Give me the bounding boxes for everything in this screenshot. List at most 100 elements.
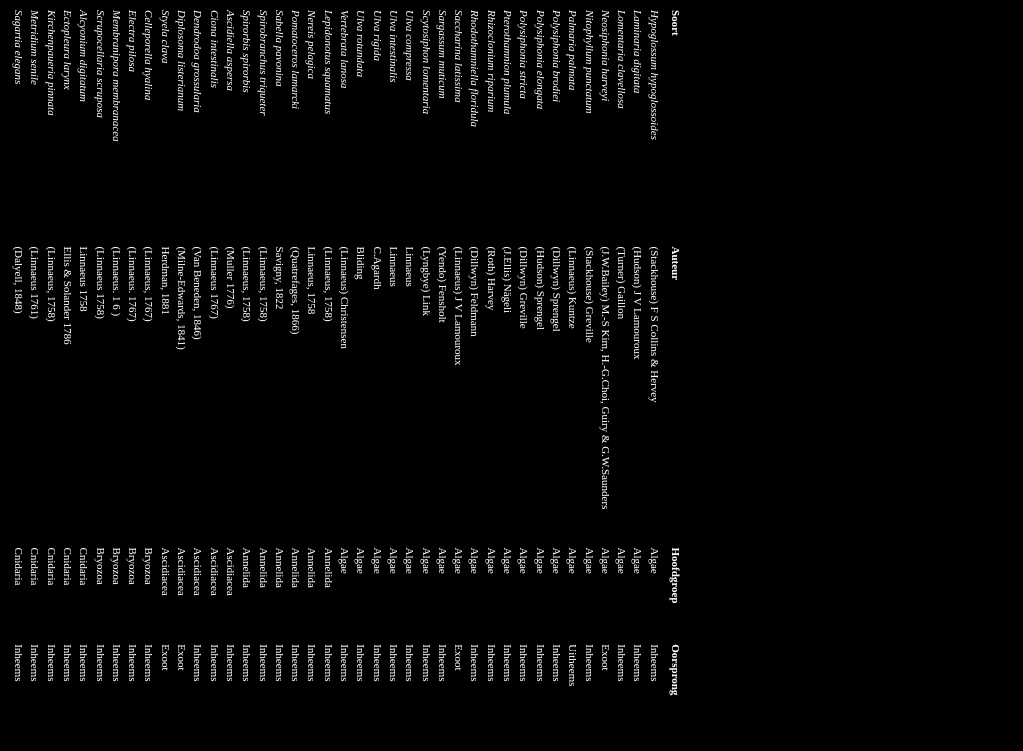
cell-auteur: (Yendo) Fensholt xyxy=(434,247,450,548)
cell-oorsprong: Inheems xyxy=(401,644,417,741)
cell-soort: Metridium senile xyxy=(26,10,42,247)
cell-oorsprong: Inheems xyxy=(124,644,140,741)
cell-soort: Scrupocellaria scruposa xyxy=(91,10,107,247)
table-row: Hypoglossum hypoglossoides(Stackhouse) F… xyxy=(646,10,662,741)
table-row: Alcyonium digitatumLinnaeus 1758Cnidaria… xyxy=(75,10,91,741)
cell-auteur: (Milne-Edwards, 1841) xyxy=(173,247,189,548)
table-row: Kirchenpaueria pinnata(Linnaeus, 1758)Cn… xyxy=(43,10,59,741)
table-row: Diplosoma listerianum(Milne-Edwards, 184… xyxy=(173,10,189,741)
cell-auteur: (Linnaeus. 1767) xyxy=(124,247,140,548)
cell-auteur: (Dillwyn) Feldmann xyxy=(466,247,482,548)
cell-oorsprong: Inheems xyxy=(532,644,548,741)
cell-soort: Ectopleura larynx xyxy=(59,10,75,247)
cell-oorsprong: Inheems xyxy=(417,644,433,741)
cell-oorsprong: Inheems xyxy=(499,644,515,741)
cell-oorsprong: Inheems xyxy=(613,644,629,741)
cell-oorsprong: Inheems xyxy=(75,644,91,741)
cell-oorsprong: Inheems xyxy=(238,644,254,741)
table-row: Ulva intestinalisLinnaeusAlgaeInheems xyxy=(385,10,401,741)
cell-soort: Celleporella hyalina xyxy=(140,10,156,247)
cell-oorsprong: Inheems xyxy=(189,644,205,741)
cell-hoofdgroep: Annelida xyxy=(254,548,270,645)
cell-auteur: (Roth) Harvey xyxy=(483,247,499,548)
cell-soort: Palmaria palmata xyxy=(564,10,580,247)
cell-auteur: Herdman, 1881 xyxy=(157,247,173,548)
cell-auteur: (Linnaeus 1758) xyxy=(91,247,107,548)
cell-auteur: Bliding xyxy=(352,247,368,548)
cell-auteur: (Linnaeus, 1767) xyxy=(140,247,156,548)
cell-hoofdgroep: Ascidiacea xyxy=(222,548,238,645)
cell-oorsprong: Inheems xyxy=(26,644,42,741)
cell-soort: Ulva rigida xyxy=(369,10,385,247)
cell-soort: Nereis pelagica xyxy=(303,10,319,247)
cell-soort: Sagartia elegans xyxy=(10,10,26,247)
cell-oorsprong: Inheems xyxy=(548,644,564,741)
cell-soort: Pomatoceros lamarcki xyxy=(287,10,303,247)
species-table: Soort Auteur Hoofdgroep Oorsprong Hypogl… xyxy=(10,10,684,741)
cell-oorsprong: Inheems xyxy=(271,644,287,741)
cell-auteur: (Stackhouse) F S Collins & Hervey xyxy=(646,247,662,548)
cell-hoofdgroep: Bryozoa xyxy=(108,548,124,645)
table-row: Nereis pelagicaLinnaeus, 1758AnnelidaInh… xyxy=(303,10,319,741)
header-soort: Soort xyxy=(662,10,684,247)
table-row: Polysiphonia stricta(Dillwyn) GrevilleAl… xyxy=(515,10,531,741)
header-hoofdgroep: Hoofdgroep xyxy=(662,548,684,645)
cell-soort: Ulva compressa xyxy=(401,10,417,247)
table-row: Ectopleura larynxEllis & Solander 1786Cn… xyxy=(59,10,75,741)
cell-oorsprong: Inheems xyxy=(434,644,450,741)
cell-auteur: (J.Ellis) Nägeli xyxy=(499,247,515,548)
cell-hoofdgroep: Bryozoa xyxy=(124,548,140,645)
cell-soort: Rhizoclonium riparium xyxy=(483,10,499,247)
cell-oorsprong: Inheems xyxy=(336,644,352,741)
cell-oorsprong: Inheems xyxy=(108,644,124,741)
cell-soort: Electra pilosa xyxy=(124,10,140,247)
cell-auteur: (Linnaeus. 1 6 ) xyxy=(108,247,124,548)
cell-oorsprong: Exoot xyxy=(173,644,189,741)
cell-hoofdgroep: Ascidiacea xyxy=(173,548,189,645)
table-row: Polysiphonia elongata(Hudson) SprengelAl… xyxy=(532,10,548,741)
cell-hoofdgroep: Algae xyxy=(369,548,385,645)
cell-soort: Hypoglossum hypoglossoides xyxy=(646,10,662,247)
cell-hoofdgroep: Algae xyxy=(385,548,401,645)
cell-auteur: (Hudson) Sprengel xyxy=(532,247,548,548)
table-row: Ulva rotundataBlidingAlgaeInheems xyxy=(352,10,368,741)
table-row: Electra pilosa(Linnaeus. 1767)BryozoaInh… xyxy=(124,10,140,741)
table-row: Metridium senile(Linnaeus 1761)CnidariaI… xyxy=(26,10,42,741)
cell-oorsprong: Inheems xyxy=(483,644,499,741)
cell-oorsprong: Exoot xyxy=(597,644,613,741)
cell-auteur: Linnaeus xyxy=(385,247,401,548)
cell-oorsprong: Inheems xyxy=(646,644,662,741)
cell-oorsprong: Inheems xyxy=(369,644,385,741)
cell-soort: Saccharina latissima xyxy=(450,10,466,247)
cell-hoofdgroep: Algae xyxy=(613,548,629,645)
cell-oorsprong: Inheems xyxy=(466,644,482,741)
table-row: Palmaria palmata(Linnaeus) KuntzeAlgaeUi… xyxy=(564,10,580,741)
cell-oorsprong: Inheems xyxy=(222,644,238,741)
table-row: Ascidiella aspersa(Muller 1776)Ascidiace… xyxy=(222,10,238,741)
cell-auteur: C.Agardh xyxy=(369,247,385,548)
cell-hoofdgroep: Cnidaria xyxy=(26,548,42,645)
cell-auteur: (Quatrefages, 1866) xyxy=(287,247,303,548)
table-row: Spirobranchus triqueter(Linnaeus, 1758)A… xyxy=(254,10,270,741)
table-row: Scytosiphon lomentaria(Lyngbye) LinkAlga… xyxy=(417,10,433,741)
cell-hoofdgroep: Algae xyxy=(646,548,662,645)
cell-hoofdgroep: Algae xyxy=(564,548,580,645)
cell-auteur: (Linnaeus 1761) xyxy=(26,247,42,548)
cell-soort: Polysiphonia stricta xyxy=(515,10,531,247)
cell-auteur: Savigny, 1822 xyxy=(271,247,287,548)
cell-auteur: (Dalyell, 1848) xyxy=(10,247,26,548)
table-row: Ulva compressaLinnaeusAlgaeInheems xyxy=(401,10,417,741)
cell-oorsprong: Uitheems xyxy=(564,644,580,741)
cell-auteur: (Dillwyn) Sprengel xyxy=(548,247,564,548)
cell-soort: Pterothamnion plumula xyxy=(499,10,515,247)
cell-soort: Ciona intestinalis xyxy=(206,10,222,247)
cell-hoofdgroep: Algae xyxy=(401,548,417,645)
table-row: Ulva rigidaC.AgardhAlgaeInheems xyxy=(369,10,385,741)
cell-soort: Styela clava xyxy=(157,10,173,247)
table-row: Polysiphonia brodiei(Dillwyn) SprengelAl… xyxy=(548,10,564,741)
cell-soort: Lomentaria clavellosa xyxy=(613,10,629,247)
cell-auteur: (Turner) Gaillon xyxy=(613,247,629,548)
cell-auteur: (Hudson) J V Lamouroux xyxy=(629,247,645,548)
table-row: Styela clavaHerdman, 1881AscidiaceaExoot xyxy=(157,10,173,741)
cell-hoofdgroep: Annelida xyxy=(320,548,336,645)
